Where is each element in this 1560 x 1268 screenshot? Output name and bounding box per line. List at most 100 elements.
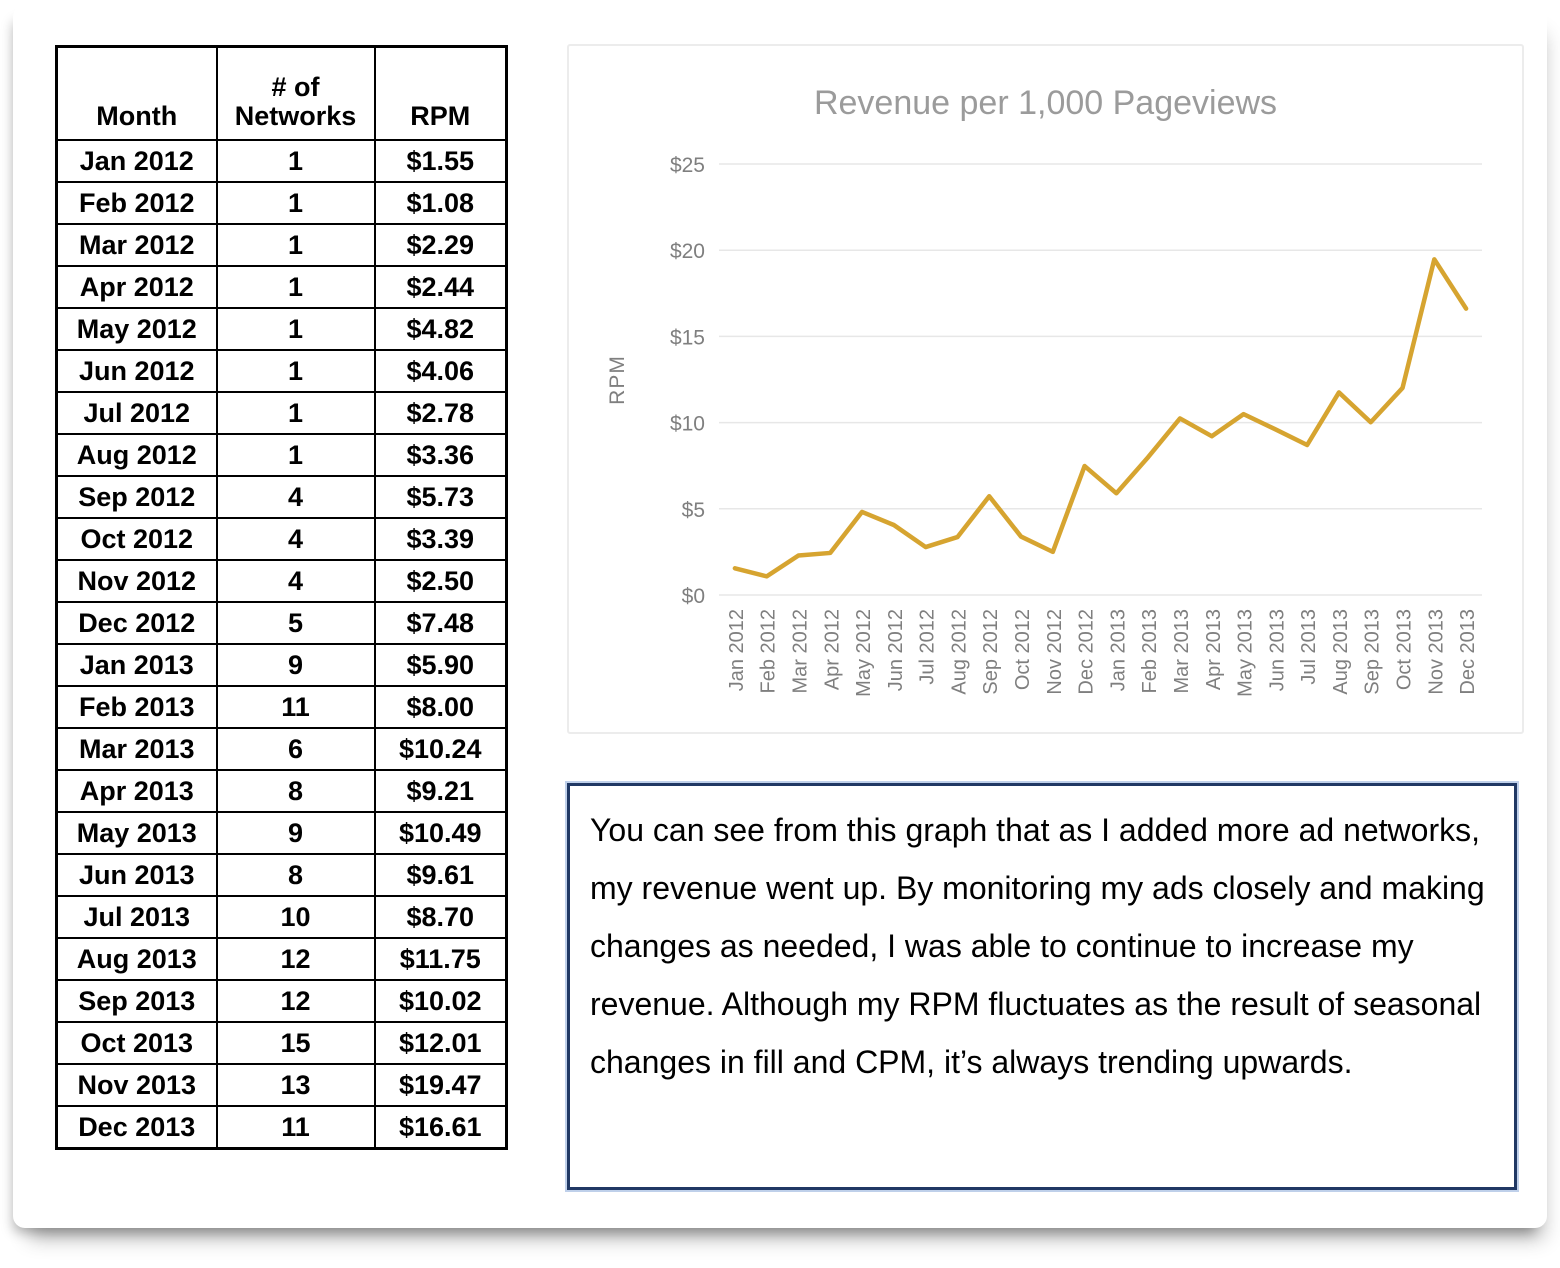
cell-month: May 2013: [55, 811, 218, 855]
cell-month: Aug 2012: [55, 433, 218, 477]
cell-networks: 1: [215, 265, 376, 309]
cell-networks: 12: [215, 979, 376, 1023]
cell-rpm: $2.44: [373, 265, 508, 309]
table-row: Feb 2013 11 $8.00: [55, 685, 508, 729]
cell-rpm: $10.02: [373, 979, 508, 1023]
y-tick-label: $25: [670, 154, 705, 177]
cell-rpm: $3.39: [373, 517, 508, 561]
x-tick-label: May 2012: [853, 609, 875, 697]
cell-networks: 1: [215, 391, 376, 435]
y-tick-label: $15: [670, 326, 705, 349]
cell-month: Nov 2012: [55, 559, 218, 603]
table-row: Jan 2013 9 $5.90: [55, 643, 508, 687]
x-tick-label: Mar 2012: [789, 609, 811, 694]
table-row: Nov 2012 4 $2.50: [55, 559, 508, 603]
cell-month: Jul 2013: [55, 895, 218, 939]
x-tick-label: Sep 2013: [1362, 609, 1384, 695]
cell-month: Jan 2013: [55, 643, 218, 687]
cell-rpm: $5.73: [373, 475, 508, 519]
cell-month: Jun 2012: [55, 349, 218, 393]
cell-month: Dec 2013: [55, 1105, 218, 1150]
revenue-line: [732, 257, 1469, 579]
table-row: Dec 2012 5 $7.48: [55, 601, 508, 645]
cell-rpm: $5.90: [373, 643, 508, 687]
table-row: Mar 2012 1 $2.29: [55, 223, 508, 267]
table-row: Sep 2012 4 $5.73: [55, 475, 508, 519]
cell-month: Apr 2013: [55, 769, 218, 813]
x-tick-label: Aug 2012: [948, 609, 970, 695]
x-tick-label: Oct 2012: [1012, 609, 1034, 690]
cell-networks: 5: [215, 601, 376, 645]
y-tick-label: $20: [670, 240, 705, 263]
cell-rpm: $1.55: [373, 139, 508, 183]
x-tick-label: Aug 2013: [1330, 609, 1352, 695]
rpm-line-chart: $0 $5 $10 $15 $20 $25 Jan 2012 Feb 2012 Mar 2012…: [606, 154, 1482, 697]
x-tick-label: Dec 2013: [1457, 609, 1479, 695]
x-tick-label: Apr 2013: [1203, 609, 1225, 690]
cell-rpm: $9.21: [373, 769, 508, 813]
cell-rpm: $19.47: [373, 1063, 508, 1107]
cell-month: Oct 2013: [55, 1021, 218, 1065]
table-row: Jul 2012 1 $2.78: [55, 391, 508, 435]
cell-networks: 12: [215, 937, 376, 981]
cell-month: Jul 2012: [55, 391, 218, 435]
table-row: Jul 2013 10 $8.70: [55, 895, 508, 939]
cell-networks: 6: [215, 727, 376, 771]
cell-networks: 1: [215, 139, 376, 183]
cell-networks: 1: [215, 181, 376, 225]
cell-month: Dec 2012: [55, 601, 218, 645]
cell-networks: 4: [215, 517, 376, 561]
table-row: Oct 2013 15 $12.01: [55, 1021, 508, 1065]
header-rpm: RPM: [373, 45, 508, 141]
data-table: Month # of Networks RPM Jan 2012 1 $1.55 Fe…: [55, 45, 508, 1150]
cell-month: Sep 2012: [55, 475, 218, 519]
cell-networks: 4: [215, 559, 376, 603]
chart-panel: Revenue per 1,000 Pageviews $0 $5 $10 $15 $2…: [567, 44, 1524, 734]
header-networks: # of Networks: [215, 45, 376, 141]
note-text: You can see from this graph that as I ad…: [590, 812, 1485, 1080]
cell-networks: 9: [215, 643, 376, 687]
cell-month: Feb 2013: [55, 685, 218, 729]
table-row: Aug 2013 12 $11.75: [55, 937, 508, 981]
y-axis-title: RPM: [606, 355, 629, 405]
y-tick-label: $10: [670, 413, 705, 436]
y-tick-label: $5: [682, 499, 705, 522]
cell-networks: 1: [215, 223, 376, 267]
y-tick-label: $0: [682, 585, 705, 608]
cell-networks: 11: [215, 1105, 376, 1150]
cell-month: Feb 2012: [55, 181, 218, 225]
cell-rpm: $4.06: [373, 349, 508, 393]
cell-rpm: $2.78: [373, 391, 508, 435]
cell-rpm: $7.48: [373, 601, 508, 645]
table-row: Apr 2012 1 $2.44: [55, 265, 508, 309]
x-tick-label: Mar 2013: [1171, 609, 1193, 694]
table-row: Jun 2012 1 $4.06: [55, 349, 508, 393]
x-tick-label: Sep 2012: [980, 609, 1002, 695]
x-tick-label: Jan 2013: [1107, 609, 1129, 691]
cell-month: Nov 2013: [55, 1063, 218, 1107]
cell-rpm: $10.49: [373, 811, 508, 855]
table-row: May 2013 9 $10.49: [55, 811, 508, 855]
cell-networks: 1: [215, 349, 376, 393]
cell-networks: 15: [215, 1021, 376, 1065]
table-row: Jun 2013 8 $9.61: [55, 853, 508, 897]
x-tick-label: Jan 2012: [726, 609, 748, 691]
cell-networks: 9: [215, 811, 376, 855]
x-tick-label: Feb 2013: [1139, 609, 1161, 694]
cell-networks: 11: [215, 685, 376, 729]
cell-rpm: $12.01: [373, 1021, 508, 1065]
table-row: Apr 2013 8 $9.21: [55, 769, 508, 813]
x-tick-label: Feb 2012: [758, 609, 780, 694]
cell-rpm: $2.50: [373, 559, 508, 603]
cell-networks: 13: [215, 1063, 376, 1107]
cell-rpm: $11.75: [373, 937, 508, 981]
cell-rpm: $4.82: [373, 307, 508, 351]
cell-rpm: $2.29: [373, 223, 508, 267]
cell-rpm: $10.24: [373, 727, 508, 771]
cell-month: Sep 2013: [55, 979, 218, 1023]
cell-rpm: $3.36: [373, 433, 508, 477]
table-header-row: Month # of Networks RPM: [55, 45, 508, 141]
x-tick-label: Apr 2012: [821, 609, 843, 690]
cell-month: Mar 2012: [55, 223, 218, 267]
cell-rpm: $16.61: [373, 1105, 508, 1150]
